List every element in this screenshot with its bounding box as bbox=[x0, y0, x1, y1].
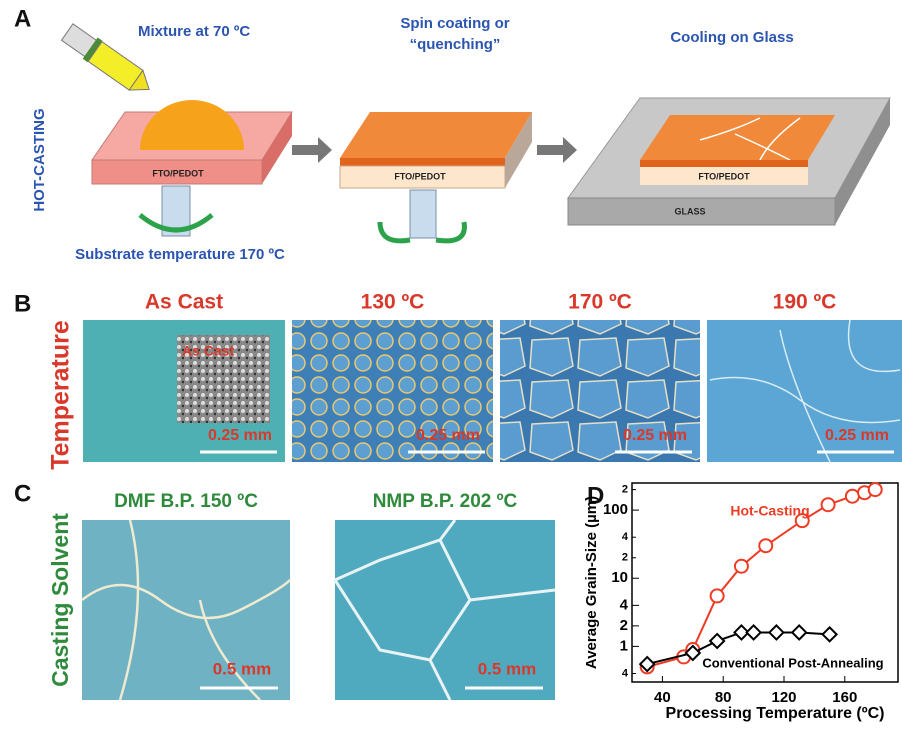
inset-micrograph bbox=[177, 335, 270, 423]
image-title: As Cast bbox=[145, 291, 223, 314]
layer-label: GLASS bbox=[674, 206, 705, 216]
image-title: NMP B.P. 202 ºC bbox=[373, 491, 518, 512]
caption: Substrate temperature 170 ºC bbox=[75, 246, 285, 263]
scale-label: 0.25 mm bbox=[623, 427, 687, 444]
caption: Spin coating or bbox=[400, 15, 509, 32]
marker bbox=[794, 513, 810, 529]
layer-label: FTO/PEDOT bbox=[394, 171, 446, 181]
x-axis-label: Processing Temperature (ºC) bbox=[666, 705, 885, 722]
marker bbox=[745, 624, 763, 641]
substrate-2 bbox=[339, 112, 532, 244]
caption: Mixture at 70 ºC bbox=[138, 23, 250, 40]
y-tick-label: 1 bbox=[620, 637, 628, 654]
glass-substrate bbox=[567, 97, 891, 226]
y-tick-label: 4 bbox=[622, 531, 629, 543]
caption: Cooling on Glass bbox=[670, 29, 793, 46]
scale-label: 0.25 mm bbox=[416, 427, 480, 444]
image-title: 130 ºC bbox=[361, 291, 425, 314]
panel-label: A bbox=[14, 5, 31, 32]
marker bbox=[733, 624, 750, 641]
layer-label: FTO/PEDOT bbox=[698, 171, 750, 181]
marker bbox=[708, 632, 726, 650]
x-tick-label: 160 bbox=[832, 689, 857, 706]
series-label: Hot-Casting bbox=[730, 503, 809, 519]
scale-label: 0.5 mm bbox=[478, 659, 537, 678]
inset-label: As Cast bbox=[182, 343, 234, 359]
marker bbox=[684, 644, 702, 662]
micrograph bbox=[707, 320, 902, 462]
marker bbox=[758, 538, 774, 554]
y-tick-label: 100 bbox=[603, 501, 628, 518]
marker bbox=[844, 488, 860, 504]
x-tick-label: 80 bbox=[715, 689, 732, 706]
marker bbox=[821, 625, 839, 643]
image-title: 170 ºC bbox=[568, 291, 632, 314]
scale-label: 0.25 mm bbox=[825, 427, 889, 444]
y-tick-label: 2 bbox=[620, 617, 628, 634]
arrow bbox=[537, 137, 577, 163]
y-tick-label: 10 bbox=[611, 569, 628, 586]
arrow bbox=[292, 137, 332, 163]
scale-label: 0.25 mm bbox=[208, 427, 272, 444]
micrograph bbox=[500, 320, 700, 462]
micrograph bbox=[82, 520, 290, 700]
y-tick-label: 4 bbox=[622, 667, 629, 679]
marker bbox=[638, 655, 656, 673]
y-axis-label: Average Grain-Size (µm) bbox=[583, 496, 600, 669]
y-tick-label: 4 bbox=[620, 596, 629, 613]
scale-label: 0.5 mm bbox=[213, 659, 272, 678]
layer-label: FTO/PEDOT bbox=[152, 168, 204, 178]
x-tick-label: 40 bbox=[654, 689, 671, 706]
image-title: DMF B.P. 150 ºC bbox=[114, 491, 258, 512]
marker bbox=[867, 482, 883, 498]
marker bbox=[733, 558, 749, 574]
marker bbox=[709, 588, 725, 604]
substrate-1 bbox=[91, 100, 293, 237]
y-tick-label: 2 bbox=[622, 552, 628, 564]
marker bbox=[820, 497, 836, 513]
x-tick-label: 120 bbox=[771, 689, 796, 706]
panel-label: B bbox=[14, 290, 31, 317]
series-label: Conventional Post-Annealing bbox=[702, 655, 883, 670]
caption: “quenching” bbox=[410, 36, 501, 53]
panel-label: C bbox=[14, 480, 31, 507]
marker bbox=[790, 624, 808, 641]
side-label: HOT-CASTING bbox=[31, 108, 48, 211]
marker bbox=[767, 624, 785, 641]
side-label: Temperature bbox=[47, 320, 75, 470]
y-tick-label: 2 bbox=[622, 484, 628, 496]
syringe bbox=[60, 23, 150, 91]
image-title: 190 ºC bbox=[773, 291, 837, 314]
micrograph bbox=[292, 320, 493, 462]
panel-label: D bbox=[587, 482, 604, 509]
side-label: Casting Solvent bbox=[47, 513, 73, 687]
plot-frame bbox=[631, 482, 899, 683]
